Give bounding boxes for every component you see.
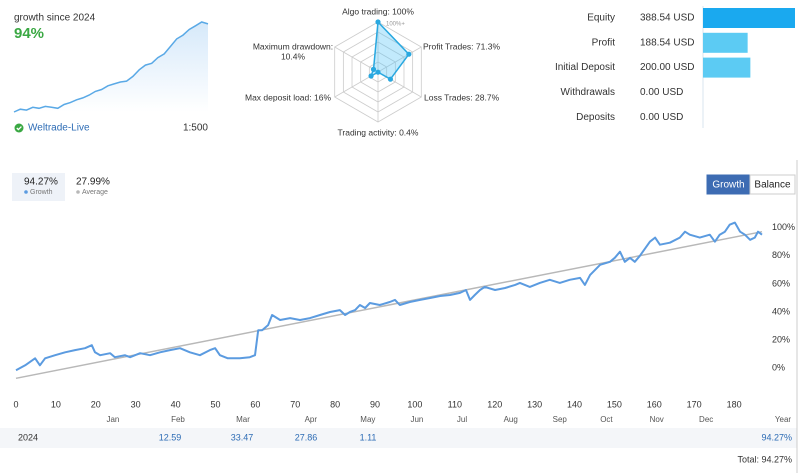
growth-value: 94% (14, 25, 44, 42)
stat-value: 0.00 USD (640, 112, 683, 123)
verified-check (16, 126, 22, 131)
x-tick-label: 110 (448, 399, 462, 409)
y-tick-label: 100% (772, 222, 795, 232)
series-line (15, 221, 763, 372)
radar-label: Algo trading: 100% (342, 6, 414, 16)
month-label: Sep (553, 415, 568, 424)
legend-dot (76, 190, 80, 194)
radar-label: Loss Trades: 28.7% (424, 92, 500, 102)
radar-point (370, 66, 377, 72)
y-tick-label: 0% (772, 363, 785, 373)
radar-point (387, 76, 394, 82)
x-tick-label: 70 (290, 399, 300, 409)
table-year-total: 94.27% (761, 432, 792, 442)
x-tick-label: 170 (687, 399, 702, 409)
stat-value: 0.00 USD (640, 87, 683, 98)
stat-value: 188.54 USD (640, 37, 694, 48)
radar-spoke (377, 46, 422, 73)
table-cell: 12.59 (159, 432, 182, 442)
y-tick-label: 80% (772, 250, 790, 260)
toggle-button-label[interactable]: Balance (754, 180, 791, 191)
x-tick-label: 150 (607, 399, 622, 409)
legend-box (12, 173, 65, 201)
y-tick-label: 60% (772, 278, 790, 288)
month-label: Dec (699, 415, 713, 424)
growth-caption: growth since 2024 (14, 13, 96, 24)
x-tick-label: 30 (131, 399, 141, 409)
radar-point (375, 19, 381, 25)
month-label: Nov (650, 415, 664, 424)
x-tick-label: 90 (370, 399, 380, 409)
radar-spoke (334, 46, 379, 73)
toggle-button[interactable] (749, 174, 796, 195)
stat-bar (703, 8, 795, 28)
month-label: Jan (106, 415, 119, 424)
sparkline-line (13, 21, 209, 113)
x-tick-label: 10 (51, 399, 61, 409)
x-tick-label: 140 (567, 399, 582, 409)
radar-point (368, 73, 374, 79)
x-tick-label: 160 (647, 399, 662, 409)
toggle-button-label[interactable]: Growth (712, 180, 744, 191)
stat-label: Withdrawals (561, 87, 615, 98)
table-cell: 33.47 (231, 432, 254, 442)
table-total: Total: 94.27% (737, 454, 792, 464)
legend-value: 27.99% (76, 177, 110, 188)
legend-name: Average (82, 189, 108, 196)
stat-label: Deposits (576, 112, 615, 123)
verified-icon (14, 123, 24, 133)
radar-label: Trading activity: 0.4% (338, 127, 419, 137)
radar-point (375, 69, 381, 75)
table-cell: 27.86 (295, 432, 318, 442)
legend-dot (24, 190, 28, 194)
table-row (0, 428, 797, 448)
y-tick-label: 20% (772, 335, 790, 345)
month-label: Oct (600, 415, 613, 424)
y-tick-label: 40% (772, 306, 790, 316)
x-tick-label: 60 (250, 399, 260, 409)
radar-label: Profit Trades: 71.3% (423, 41, 500, 51)
month-label: Jun (410, 415, 423, 424)
radar-label: 10.4% (281, 51, 306, 61)
stat-label: Equity (587, 13, 615, 24)
radar-label: Max deposit load: 16% (245, 92, 331, 102)
table-year: 2024 (18, 432, 38, 442)
stat-value: 388.54 USD (640, 13, 694, 24)
radar-label: Maximum drawdown: (253, 41, 333, 51)
radar-scale-label: 100%+ (386, 22, 405, 28)
month-label: May (360, 415, 375, 424)
stat-bar (703, 32, 748, 53)
x-tick-label: 80 (330, 399, 340, 409)
sparkline-area (14, 22, 208, 112)
x-tick-label: 120 (487, 399, 502, 409)
x-tick-label: 50 (210, 399, 220, 409)
legend-name: Growth (30, 189, 53, 196)
x-tick-label: 180 (727, 399, 742, 409)
month-label: Apr (305, 415, 318, 424)
month-label: Mar (236, 415, 250, 424)
table-cell: 1.11 (360, 432, 377, 442)
radar-point (406, 51, 412, 57)
stat-value: 200.00 USD (640, 62, 694, 73)
x-tick-label: 0 (13, 399, 18, 409)
month-label: Feb (171, 415, 185, 424)
x-axis-label: Year (775, 415, 792, 424)
leverage: 1:500 (183, 123, 208, 134)
x-tick-label: 100 (407, 399, 422, 409)
x-tick-label: 130 (527, 399, 542, 409)
month-label: Aug (504, 415, 518, 424)
x-tick-label: 40 (171, 399, 181, 409)
month-label: Jul (457, 415, 467, 424)
legend-value: 94.27% (24, 177, 58, 188)
x-tick-label: 20 (91, 399, 101, 409)
account-name[interactable]: Weltrade-Live (28, 123, 90, 134)
stat-label: Initial Deposit (555, 62, 615, 73)
stat-label: Profit (592, 37, 616, 48)
stat-bar (703, 57, 751, 78)
